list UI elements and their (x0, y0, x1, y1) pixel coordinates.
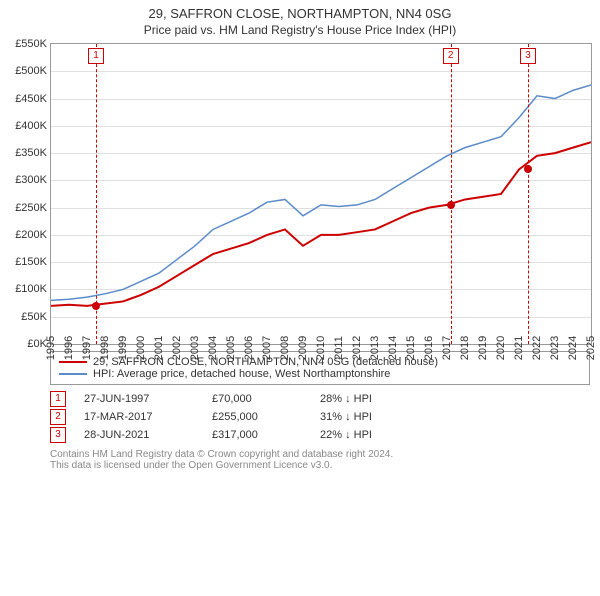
y-axis-label: £550K (15, 38, 47, 50)
marker-point (447, 201, 455, 209)
transaction-date: 17-MAR-2017 (84, 411, 194, 423)
legend-swatch (59, 373, 87, 375)
price-chart: £0K£50K£100K£150K£200K£250K£300K£350K£40… (50, 43, 592, 345)
y-axis-label: £350K (15, 147, 47, 159)
legend-row: HPI: Average price, detached house, West… (59, 368, 581, 380)
y-axis-label: £300K (15, 174, 47, 186)
y-axis-label: £450K (15, 93, 47, 105)
transaction-price: £317,000 (212, 429, 302, 441)
y-axis-label: £250K (15, 202, 47, 214)
transaction-delta: 31% ↓ HPI (320, 411, 372, 423)
transaction-delta: 28% ↓ HPI (320, 393, 372, 405)
attribution-line: This data is licensed under the Open Gov… (50, 460, 590, 471)
marker-flag: 2 (443, 48, 459, 64)
y-axis-label: £400K (15, 120, 47, 132)
transaction-table: 1 27-JUN-1997 £70,000 28% ↓ HPI 2 17-MAR-2017… (50, 391, 590, 443)
transaction-row: 3 28-JUN-2021 £317,000 22% ↓ HPI (50, 427, 590, 443)
transaction-flag: 2 (50, 409, 66, 425)
transaction-flag: 3 (50, 427, 66, 443)
series-price_paid (51, 142, 591, 306)
attribution-line: Contains HM Land Registry data © Crown c… (50, 449, 590, 460)
y-axis-label: £150K (15, 256, 47, 268)
marker-point (92, 302, 100, 310)
legend-swatch (59, 361, 87, 363)
transaction-row: 1 27-JUN-1997 £70,000 28% ↓ HPI (50, 391, 590, 407)
transaction-date: 28-JUN-2021 (84, 429, 194, 441)
transaction-price: £70,000 (212, 393, 302, 405)
transaction-flag: 1 (50, 391, 66, 407)
transaction-price: £255,000 (212, 411, 302, 423)
page-title: 29, SAFFRON CLOSE, NORTHAMPTON, NN4 0SG (0, 6, 600, 21)
transaction-date: 27-JUN-1997 (84, 393, 194, 405)
page-subtitle: Price paid vs. HM Land Registry's House … (0, 23, 600, 37)
legend-label: HPI: Average price, detached house, West… (93, 368, 390, 380)
marker-flag: 1 (88, 48, 104, 64)
marker-flag: 3 (520, 48, 536, 64)
y-axis-label: £100K (15, 283, 47, 295)
y-axis-label: £500K (15, 65, 47, 77)
marker-point (524, 165, 532, 173)
transaction-row: 2 17-MAR-2017 £255,000 31% ↓ HPI (50, 409, 590, 425)
transaction-delta: 22% ↓ HPI (320, 429, 372, 441)
y-axis-label: £50K (21, 311, 47, 323)
y-axis-label: £200K (15, 229, 47, 241)
attribution: Contains HM Land Registry data © Crown c… (50, 449, 590, 471)
series-hpi (51, 85, 591, 300)
